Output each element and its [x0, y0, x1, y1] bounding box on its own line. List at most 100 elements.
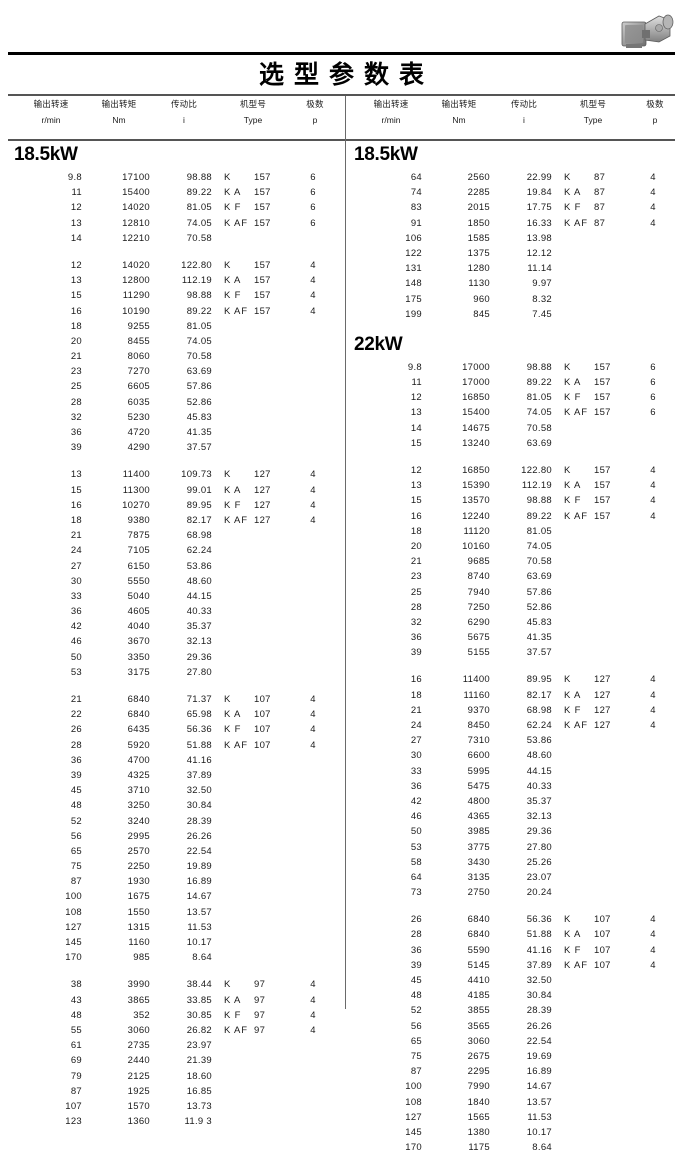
cell-ratio: 32.13: [186, 636, 212, 648]
table-row: 108 1840 13.57: [348, 1095, 678, 1110]
cell-output-speed: 18: [70, 320, 82, 332]
table-row: 39 4325 37.89: [8, 768, 345, 783]
cell-poles: 4: [310, 290, 316, 302]
table-row: 36 5590 41.16 K F 107 4: [348, 943, 678, 958]
cell-output-torque: 4800: [467, 795, 490, 807]
cell-ratio: 112.19: [521, 480, 552, 492]
cell-output-torque: 2675: [467, 1050, 490, 1062]
table-row: 91 1850 16.33 K AF 87 4: [348, 216, 678, 231]
cell-type: K 107: [564, 912, 630, 927]
cell-output-speed: 75: [410, 1050, 422, 1062]
table-row: 28 6035 52.86: [8, 395, 345, 410]
table-row: 18 9380 82.17 K AF 127 4: [8, 513, 345, 528]
cell-ratio: 32.50: [186, 785, 212, 797]
power-rating-heading: 18.5kW: [14, 144, 78, 165]
table-row: 42 4800 35.37: [348, 794, 678, 809]
table-row: 13 12810 74.05 K AF 157 6: [8, 216, 345, 231]
header-poles: 极数 p: [634, 99, 676, 126]
cell-output-speed: 30: [70, 575, 82, 587]
cell-output-speed: 14: [410, 422, 422, 434]
table-row: 53 3175 27.80: [8, 665, 345, 680]
cell-ratio: 41.16: [186, 754, 212, 766]
cell-output-speed: 21: [410, 556, 422, 568]
cell-output-torque: 4605: [127, 606, 150, 618]
cell-output-speed: 16: [410, 674, 422, 686]
cell-poles: 6: [650, 407, 656, 419]
table-row: 24 8450 62.24 K AF 127 4: [348, 718, 678, 733]
cell-poles: 4: [650, 202, 656, 214]
cell-type: K A 107: [224, 707, 290, 722]
cell-ratio: 89.95: [186, 499, 212, 511]
cell-poles: 4: [650, 495, 656, 507]
cell-ratio: 56.36: [186, 724, 212, 736]
cell-type: K A 157: [564, 478, 630, 493]
table-row: 24 7105 62.24: [8, 543, 345, 558]
cell-output-speed: 12: [410, 392, 422, 404]
cell-output-speed: 52: [410, 1005, 422, 1017]
cell-poles: 4: [310, 484, 316, 496]
column-header-rule: [8, 139, 675, 141]
cell-output-torque: 3060: [127, 1024, 150, 1036]
header-ratio-unit: i: [523, 115, 525, 125]
table-row: 28 6840 51.88 K A 107 4: [348, 927, 678, 942]
table-row: 15 13240 63.69: [348, 436, 678, 451]
cell-ratio: 16.33: [526, 217, 552, 229]
cell-ratio: 27.80: [186, 666, 212, 678]
header-output-torque-cn: 输出转矩: [101, 100, 137, 110]
type-size: 157: [254, 187, 271, 199]
type-size: 97: [254, 1024, 266, 1036]
cell-ratio: 51.88: [186, 739, 212, 751]
table-row: 25 7940 57.86: [348, 585, 678, 600]
table-row: 16 12240 89.22 K AF 157 4: [348, 509, 678, 524]
table-row: 9.8 17100 98.88 K 157 6: [8, 170, 345, 185]
cell-output-torque: 10160: [462, 540, 490, 552]
type-prefix: K F: [564, 202, 582, 214]
cell-ratio: 27.80: [526, 841, 552, 853]
model-block: 13 11400 109.73 K 127 4 15 11300 99.01 K A 127 4 16 1…: [8, 467, 345, 680]
cell-output-torque: 2250: [127, 861, 150, 873]
header-output-torque: 输出转矩 Nm: [88, 99, 150, 126]
cell-output-torque: 14020: [122, 259, 150, 271]
table-row: 30 5550 48.60: [8, 574, 345, 589]
type-prefix: K AF: [564, 510, 588, 522]
cell-output-speed: 123: [65, 1116, 82, 1128]
cell-type: K 97: [224, 977, 290, 992]
table-row: 170 1175 8.64: [348, 1140, 678, 1155]
table-row: 13 15400 74.05 K AF 157 6: [348, 405, 678, 420]
cell-output-speed: 65: [70, 845, 82, 857]
cell-output-torque: 4365: [467, 811, 490, 823]
cell-output-torque: 6290: [467, 616, 490, 628]
header-output-speed: 输出转速 r/min: [360, 99, 422, 126]
cell-output-speed: 24: [410, 720, 422, 731]
cell-poles: 4: [650, 172, 656, 183]
cell-type: K AF 107: [224, 738, 290, 753]
table-row: 38 3990 38.44 K 97 4: [8, 977, 345, 992]
cell-output-torque: 1550: [127, 906, 150, 918]
header-poles-cn: 极数: [306, 100, 324, 110]
cell-poles: 4: [310, 694, 316, 705]
table-row: 106 1585 13.98: [348, 231, 678, 246]
cell-output-speed: 52: [70, 815, 82, 827]
cell-output-speed: 12: [410, 465, 422, 476]
cell-output-speed: 64: [410, 172, 422, 183]
type-prefix: K F: [224, 1009, 242, 1021]
cell-output-speed: 45: [410, 975, 422, 986]
cell-ratio: 44.15: [186, 590, 212, 602]
table-row: 108 1550 13.57: [8, 905, 345, 920]
table-row: 107 1570 13.73: [8, 1099, 345, 1114]
type-prefix: K A: [224, 484, 242, 496]
cell-ratio: 26.26: [186, 830, 212, 842]
cell-output-speed: 122: [405, 247, 422, 259]
cell-output-torque: 7940: [467, 586, 490, 598]
type-prefix: K AF: [224, 305, 248, 317]
cell-output-speed: 38: [70, 979, 82, 991]
cell-output-speed: 43: [70, 994, 82, 1006]
type-size: 157: [254, 290, 271, 302]
cell-output-torque: 16850: [462, 465, 490, 476]
table-row: 26 6840 56.36 K 107 4: [348, 912, 678, 927]
cell-output-torque: 5995: [467, 765, 490, 777]
cell-output-speed: 74: [410, 187, 422, 199]
type-prefix: K AF: [224, 514, 248, 526]
table-row: 18 11120 81.05: [348, 524, 678, 539]
cell-output-speed: 42: [410, 795, 422, 807]
